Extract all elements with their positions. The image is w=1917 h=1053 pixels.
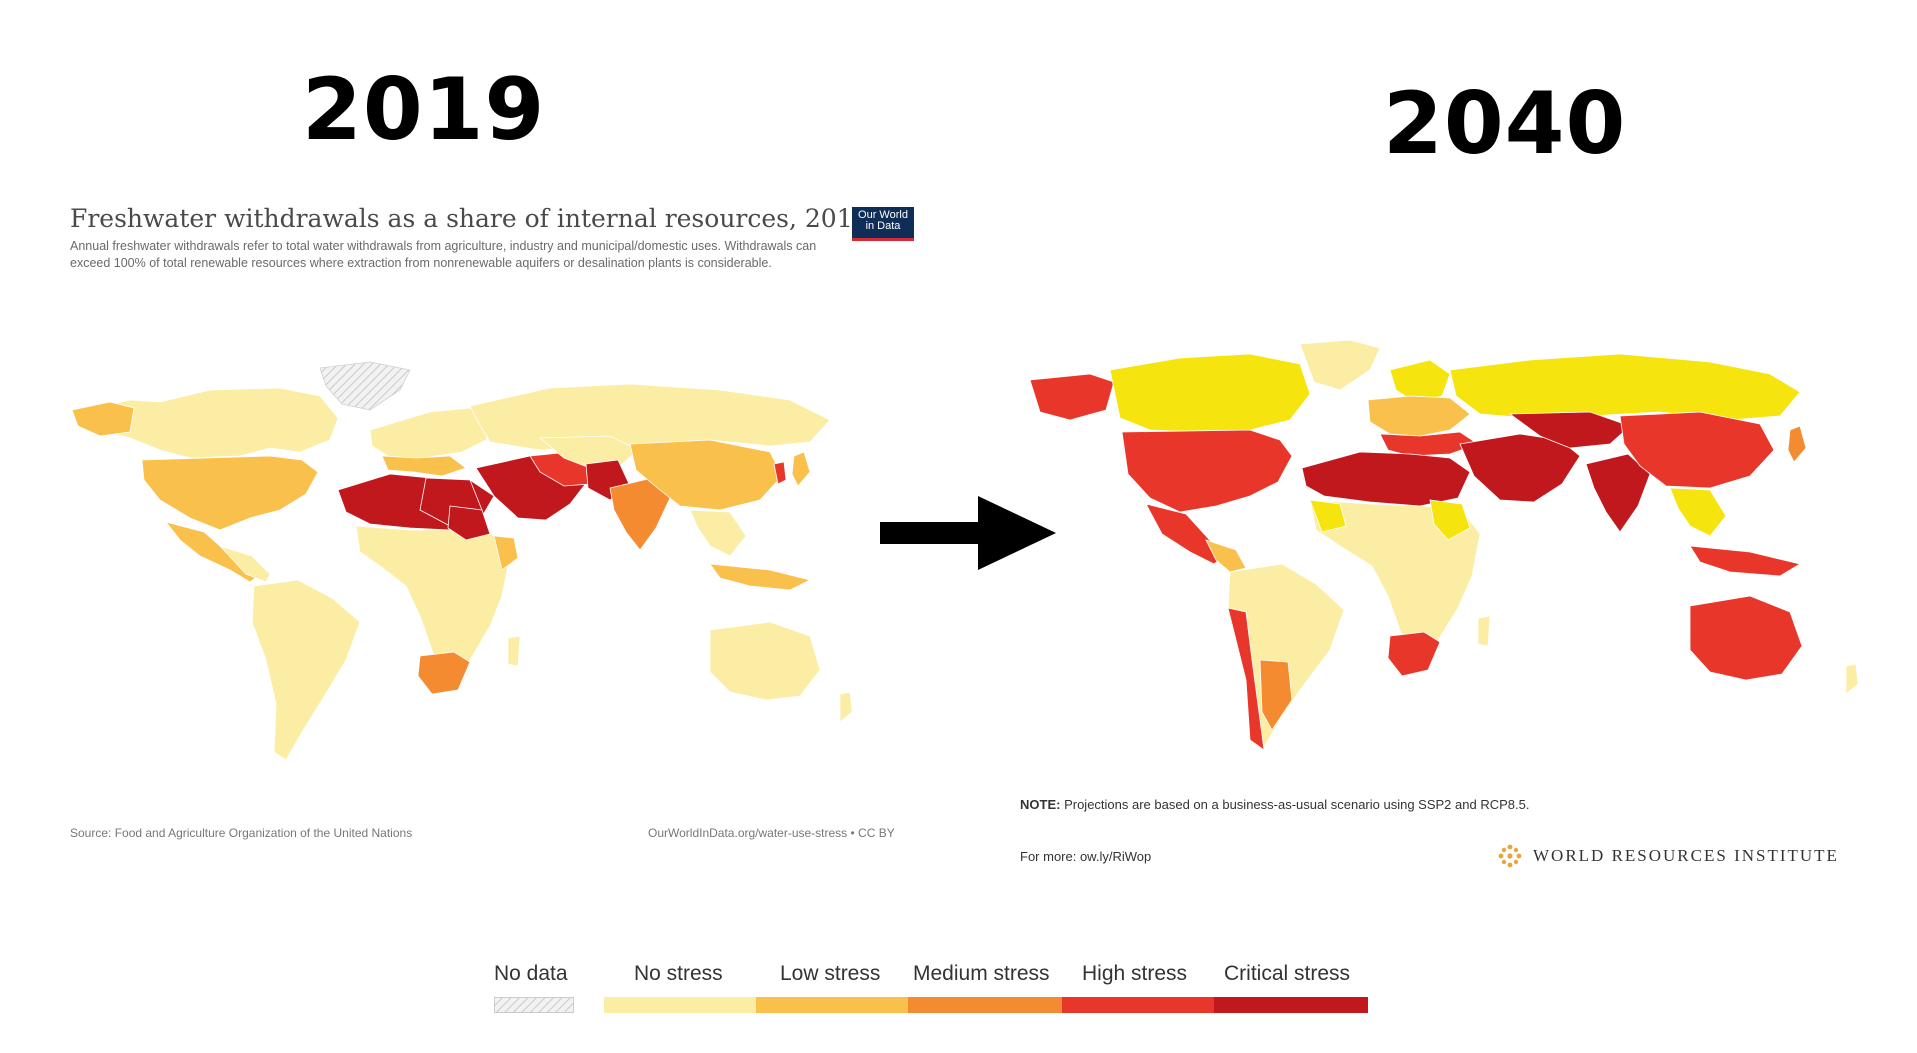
region-india-2040 xyxy=(1585,453,1651,533)
region-southern-africa-2040 xyxy=(1387,631,1441,677)
region-sudan xyxy=(447,505,491,541)
region-south-africa xyxy=(417,651,471,695)
legend-swatch-high-stress xyxy=(1062,997,1214,1013)
region-central-america-2040 xyxy=(1205,539,1247,573)
legend-swatch-low-stress xyxy=(756,997,908,1013)
region-china xyxy=(629,439,783,511)
note-body: Projections are based on a business-as-u… xyxy=(1064,797,1530,812)
region-china-2040 xyxy=(1619,411,1775,489)
legend-swatch-no-data xyxy=(494,997,574,1013)
region-middle-east-2040 xyxy=(1459,433,1581,503)
region-central-asia-2040 xyxy=(1508,411,1631,449)
region-se-asia-2040 xyxy=(1669,487,1727,537)
region-europe xyxy=(369,407,491,461)
year-2019-heading: 2019 xyxy=(302,60,546,160)
region-australia xyxy=(709,621,821,701)
region-central-america xyxy=(218,545,271,583)
wri-emblem-icon xyxy=(1498,844,1522,868)
legend-swatch-critical-stress xyxy=(1214,997,1368,1013)
region-greenland xyxy=(319,361,411,411)
for-more-link[interactable]: For more: ow.ly/RiWop xyxy=(1020,849,1152,864)
region-south-america xyxy=(251,579,361,761)
region-new-zealand-2040 xyxy=(1845,663,1859,695)
left-map-source: Source: Food and Agriculture Organizatio… xyxy=(70,826,413,840)
owid-logo-line2: in Data xyxy=(865,220,901,232)
region-korea xyxy=(773,461,787,485)
region-indonesia xyxy=(709,563,812,591)
region-se-asia xyxy=(689,509,747,557)
region-central-asia xyxy=(538,435,639,469)
legend-label-medium-stress: Medium stress xyxy=(913,962,1050,985)
region-russia xyxy=(469,383,831,451)
region-russia-2040 xyxy=(1449,353,1801,421)
left-map-credit[interactable]: OurWorldInData.org/water-use-stress • CC… xyxy=(648,826,895,840)
region-mexico-2040 xyxy=(1145,503,1225,565)
legend-label-high-stress: High stress xyxy=(1082,962,1188,985)
legend-label-no-data: No data xyxy=(494,962,568,985)
region-australia-2040 xyxy=(1689,595,1803,681)
region-peru-chile-2040 xyxy=(1227,607,1265,751)
wri-name: WORLD RESOURCES INSTITUTE xyxy=(1533,846,1839,865)
legend-swatch-medium-stress xyxy=(908,997,1062,1013)
region-canada xyxy=(77,387,339,459)
region-indonesia-2040 xyxy=(1689,545,1802,577)
region-sub-saharan-africa xyxy=(355,525,511,675)
owid-logo-line1: Our World xyxy=(858,209,908,221)
region-alaska xyxy=(71,401,135,437)
region-japan xyxy=(791,451,811,487)
region-canada-2040 xyxy=(1109,353,1311,433)
region-argentina-2040 xyxy=(1259,659,1293,731)
wri-logo: WORLD RESOURCES INSTITUTE xyxy=(1497,843,1839,869)
note-text: NOTE: Projections are based on a busines… xyxy=(1020,797,1529,812)
legend-label-low-stress: Low stress xyxy=(780,962,881,985)
owid-logo[interactable]: Our World in Data xyxy=(852,207,914,241)
legend-label-critical-stress: Critical stress xyxy=(1224,962,1351,985)
region-madagascar-2040 xyxy=(1477,615,1491,647)
legend-label-no-stress: No stress xyxy=(634,962,723,985)
region-east-africa-2040 xyxy=(1429,499,1471,541)
region-sahel-2040 xyxy=(1309,499,1347,533)
left-map-subtitle: Annual freshwater withdrawals refer to t… xyxy=(70,239,817,270)
left-map-title: Freshwater withdrawals as a share of int… xyxy=(70,204,869,233)
year-2040-heading: 2040 xyxy=(1383,74,1627,174)
region-usa xyxy=(141,455,319,531)
region-europe-2040 xyxy=(1367,395,1471,437)
map-2019 xyxy=(71,361,853,761)
region-mexico xyxy=(164,521,259,583)
region-south-europe xyxy=(381,455,467,477)
note-label: NOTE: xyxy=(1020,797,1061,812)
region-east-africa xyxy=(493,535,519,571)
region-north-africa-2040 xyxy=(1301,451,1471,507)
region-greenland-2040 xyxy=(1299,340,1381,391)
region-japan-2040 xyxy=(1787,425,1807,463)
region-madagascar xyxy=(507,635,521,667)
map-2040 xyxy=(1029,340,1859,751)
region-usa-2040 xyxy=(1121,429,1293,513)
region-new-zealand xyxy=(839,691,853,723)
legend-swatch-no-stress xyxy=(604,997,756,1013)
region-scandinavia-2040 xyxy=(1389,359,1451,403)
arrow-right-icon xyxy=(880,496,1056,570)
region-alaska-2040 xyxy=(1029,373,1115,421)
